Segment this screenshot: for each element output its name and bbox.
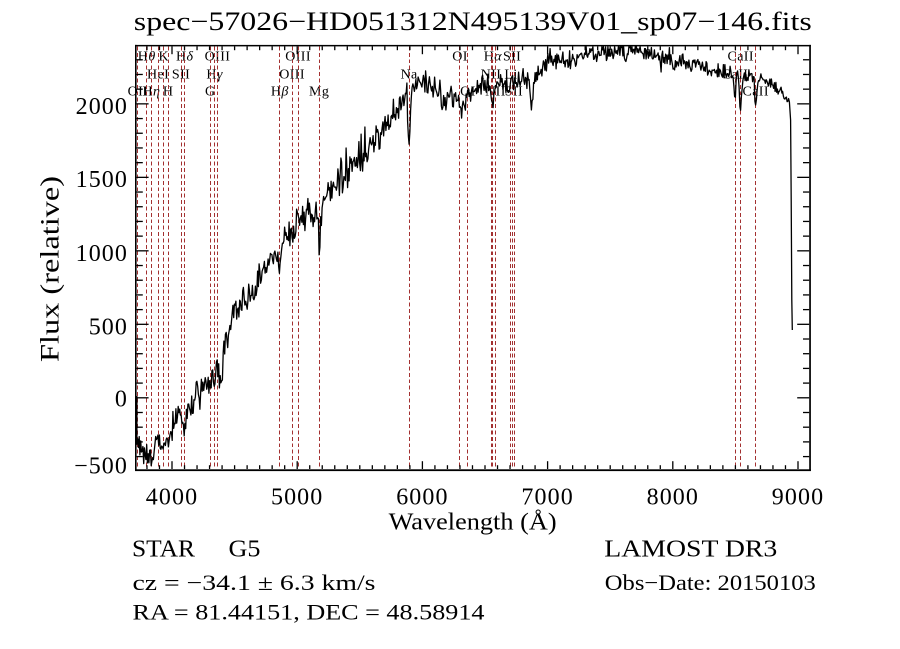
svg-text:K: K: [158, 50, 169, 65]
svg-text:1000: 1000: [76, 241, 128, 267]
svg-text:OI: OI: [452, 50, 468, 65]
svg-text:Wavelength (Å): Wavelength (Å): [389, 510, 557, 536]
svg-text:LAMOST DR3: LAMOST DR3: [604, 537, 777, 563]
svg-text:8000: 8000: [647, 485, 699, 511]
svg-text:Hθ: Hθ: [138, 50, 156, 65]
svg-text:Obs−Date: 20150103: Obs−Date: 20150103: [605, 570, 816, 595]
svg-text:6000: 6000: [396, 485, 448, 511]
svg-text:500: 500: [89, 314, 128, 340]
svg-text:OIII: OIII: [285, 50, 311, 65]
svg-text:9000: 9000: [772, 485, 824, 511]
svg-text:Hδ: Hδ: [176, 50, 194, 65]
svg-text:cz = −34.1 ± 6.3 km/s: cz = −34.1 ± 6.3 km/s: [133, 570, 376, 595]
svg-text:−500: −500: [74, 453, 128, 479]
svg-text:2000: 2000: [76, 94, 128, 120]
svg-text:Hα: Hα: [484, 50, 503, 65]
svg-text:G5: G5: [229, 537, 261, 563]
svg-text:SII: SII: [503, 50, 521, 65]
svg-text:7000: 7000: [521, 485, 573, 511]
svg-text:SII: SII: [172, 67, 190, 82]
svg-text:RA = 81.44151, DEC = 48.5891: RA = 81.44151, DEC = 48.58914: [133, 600, 485, 625]
svg-text:CaII: CaII: [727, 50, 753, 65]
svg-text:spec−57026−HD051312N495139V01_: spec−57026−HD051312N495139V01_sp07−146.f…: [134, 7, 812, 36]
svg-text:STAR: STAR: [132, 537, 195, 563]
svg-text:4000: 4000: [146, 485, 198, 511]
svg-text:0: 0: [115, 386, 128, 412]
svg-text:Flux (relative): Flux (relative): [36, 176, 65, 362]
svg-text:1500: 1500: [76, 167, 128, 193]
svg-text:5000: 5000: [271, 485, 323, 511]
